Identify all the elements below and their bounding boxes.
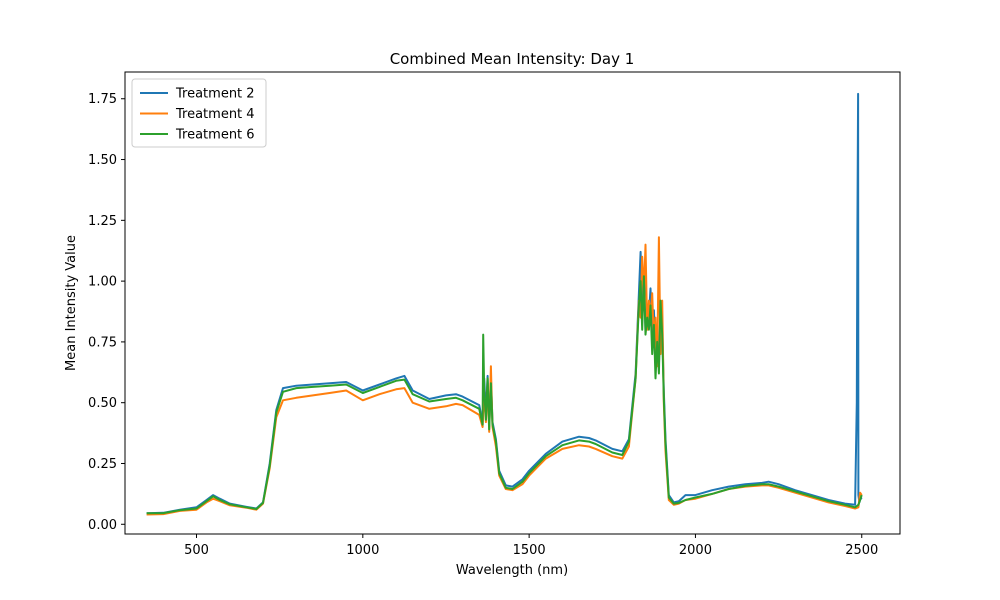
y-tick-label: 0.00 bbox=[88, 518, 117, 533]
legend-label-3: Treatment 6 bbox=[175, 128, 255, 143]
x-tick-label: 2500 bbox=[845, 543, 878, 558]
x-tick-label: 1500 bbox=[513, 543, 546, 558]
legend-box bbox=[131, 78, 267, 148]
legend-label-1: Treatment 2 bbox=[175, 87, 255, 102]
axes-frame bbox=[124, 71, 901, 535]
y-axis: 0.00 0.25 0.50 0.75 1.00 1.25 1.50 1.75 bbox=[88, 92, 125, 533]
series-line-1 bbox=[146, 92, 863, 515]
series-line-3 bbox=[146, 275, 863, 515]
plot-area bbox=[146, 92, 863, 516]
x-axis-label: Wavelength (nm) bbox=[456, 563, 568, 578]
y-tick-label: 1.50 bbox=[88, 153, 117, 168]
legend-label-2: Treatment 4 bbox=[175, 107, 255, 122]
y-tick-label: 0.25 bbox=[88, 457, 117, 472]
x-tick-label: 2000 bbox=[679, 543, 712, 558]
y-tick-label: 1.00 bbox=[88, 275, 117, 290]
x-tick-label: 500 bbox=[184, 543, 209, 558]
x-axis: 500 1000 1500 2000 2500 bbox=[184, 534, 878, 558]
x-tick-label: 1000 bbox=[346, 543, 379, 558]
y-tick-label: 1.25 bbox=[88, 214, 117, 229]
y-axis-label: Mean Intensity Value bbox=[64, 235, 79, 371]
chart-title: Combined Mean Intensity: Day 1 bbox=[390, 50, 635, 68]
y-tick-label: 0.50 bbox=[88, 396, 117, 411]
y-tick-label: 0.75 bbox=[88, 335, 117, 350]
legend: Treatment 2 Treatment 4 Treatment 6 bbox=[131, 78, 267, 148]
y-tick-label: 1.75 bbox=[88, 92, 117, 107]
